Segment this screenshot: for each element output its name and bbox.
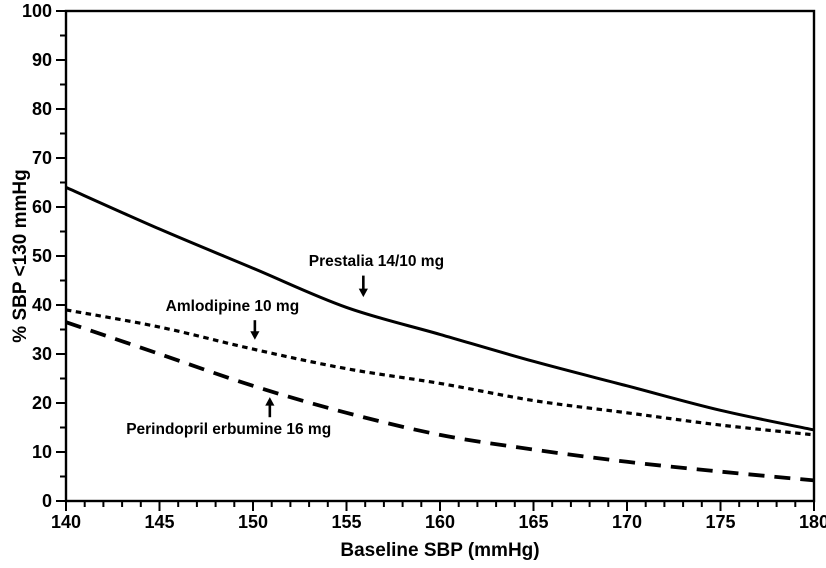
- y-tick-label: 20: [32, 393, 52, 413]
- y-tick-label: 0: [42, 491, 52, 511]
- series-line-1: [65, 308, 815, 437]
- y-tick-label: 40: [32, 295, 52, 315]
- y-tick-label: 10: [32, 442, 52, 462]
- y-tick-label: 90: [32, 50, 52, 70]
- y-tick-label: 30: [32, 344, 52, 364]
- x-axis: 140 145 150 155 160 165 170 175 180: [51, 502, 826, 532]
- plot-box: [64, 9, 816, 503]
- y-tick-label: 60: [32, 197, 52, 217]
- y-axis-title: % SBP <130 mmHg: [10, 169, 31, 343]
- x-tick-label: 160: [425, 512, 455, 532]
- x-tick-label: 155: [331, 512, 361, 532]
- x-tick-label: 140: [51, 512, 81, 532]
- series-label-perindopril: Perindopril erbumine 16 mg: [126, 420, 332, 438]
- x-tick-label: 175: [705, 512, 735, 532]
- y-tick-label: 100: [22, 1, 52, 21]
- y-tick-label: 80: [32, 99, 52, 119]
- series-line-2: [65, 320, 815, 483]
- y-tick-label: 50: [32, 246, 52, 266]
- x-tick-label: 165: [518, 512, 548, 532]
- annotation-arrows: [250, 275, 368, 418]
- plot-border: [64, 9, 816, 503]
- x-axis-title: Baseline SBP (mmHg): [340, 540, 540, 561]
- series-label-prestalia: Prestalia 14/10 mg: [308, 252, 445, 270]
- annotation-arrow-head-1: [250, 331, 260, 340]
- series-line-0: [65, 186, 815, 432]
- series-label-amlodipine: Amlodipine 10 mg: [165, 297, 300, 315]
- x-tick-label: 180: [799, 512, 826, 532]
- annotation-arrow-head-0: [358, 288, 368, 298]
- x-tick-label: 145: [144, 512, 174, 532]
- annotation-arrow-head-2: [265, 397, 275, 406]
- x-tick-label: 150: [238, 512, 268, 532]
- series-lines: [65, 186, 815, 483]
- y-tick-label: 70: [32, 148, 52, 168]
- x-tick-label: 170: [612, 512, 642, 532]
- y-axis: 0 10 20 30 40 50 60 70 80 90 100: [22, 1, 65, 511]
